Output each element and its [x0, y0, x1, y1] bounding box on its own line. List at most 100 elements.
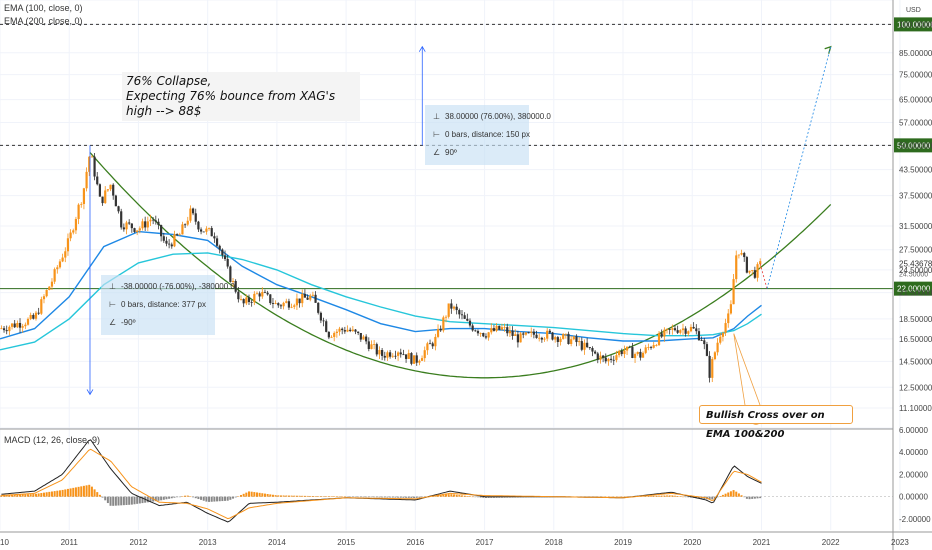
candle-body: [490, 328, 493, 333]
candle-body: [745, 257, 748, 273]
macd-histogram-bar: [458, 495, 461, 497]
macd-tick-label: 2.00000: [899, 470, 928, 479]
candle-body: [564, 333, 567, 335]
candle-body: [649, 347, 653, 348]
macd-histogram-bar: [671, 495, 674, 497]
macd-histogram-bar: [255, 492, 258, 497]
macd-histogram-bar: [133, 496, 136, 505]
candle-body: [346, 329, 349, 332]
candle-body: [98, 184, 101, 197]
candle-body: [612, 359, 615, 361]
candle-body: [599, 355, 602, 360]
macd-histogram-bar: [402, 496, 405, 498]
macd-histogram-bar: [383, 496, 386, 498]
candle-body: [676, 330, 679, 333]
grid: [0, 0, 901, 530]
candle-body: [362, 336, 365, 340]
macd-histogram-bar: [602, 496, 605, 498]
candle-body: [562, 334, 565, 339]
measure-down-angle: -90º: [121, 318, 136, 327]
candle-body: [186, 220, 189, 225]
candle-body: [309, 295, 312, 300]
candle-body: [66, 238, 70, 252]
candle-body: [673, 328, 677, 331]
candle-body: [434, 336, 437, 347]
macd-histogram-bar: [216, 496, 219, 502]
y-tick-label: 31.50000: [899, 222, 932, 231]
candle-body: [154, 220, 157, 222]
tick-labels: 11.10000 12.50000 14.50000 16.50000 18.50000…: [0, 7, 932, 547]
macd-histogram-bar: [210, 496, 213, 502]
macd-histogram-bar: [463, 495, 466, 497]
candle-body: [412, 355, 416, 364]
ema100-line: [0, 230, 762, 342]
candle-body: [474, 330, 477, 332]
macd-histogram-bar: [415, 496, 418, 498]
macd-histogram-bar: [612, 496, 615, 498]
macd-histogram-bar: [479, 496, 482, 498]
annotation-line-2: Expecting 76% bounce from XAG's high -->…: [126, 89, 336, 118]
candle-body: [588, 347, 591, 349]
macd-histogram-bar: [208, 496, 211, 502]
candle-body: [423, 350, 426, 359]
y-tick-label: 57.00000: [899, 118, 932, 127]
candle-body: [333, 332, 336, 337]
candle-body: [165, 240, 168, 244]
legend-macd[interactable]: MACD (12, 26, close, 9): [4, 435, 101, 445]
macd-histogram-bar: [418, 496, 421, 498]
crossover-callout[interactable]: Bullish Cross over on EMA 100&200: [699, 405, 853, 440]
candle-body: [665, 328, 669, 330]
candle-body: [575, 336, 578, 343]
candle-body: [450, 303, 453, 309]
candle-body: [335, 331, 338, 333]
candle-body: [729, 304, 733, 314]
candle-body: [77, 204, 80, 219]
macd-histogram-bar: [311, 496, 314, 497]
macd-histogram-bar: [160, 496, 163, 501]
candle-body: [314, 294, 317, 303]
macd-histogram-bar: [192, 496, 195, 498]
candle-body: [317, 302, 320, 313]
macd-histogram-bar: [474, 496, 477, 498]
macd-histogram-bar: [604, 496, 607, 498]
candle-body: [218, 245, 221, 250]
candle-body: [644, 347, 647, 353]
macd-histogram-bar: [650, 495, 653, 497]
candle-body: [373, 344, 376, 345]
legend-ema200[interactable]: EMA (200, close, 0): [4, 16, 83, 26]
candle-body: [535, 334, 538, 338]
candle-body: [580, 341, 583, 350]
candle-body: [572, 336, 575, 340]
candle-body: [753, 270, 756, 278]
measure-box-up[interactable]: ⊥ 38.00000 (76.00%), 380000.0 ⊢ 0 bars, di…: [425, 105, 551, 165]
macd-histogram-bar: [8, 494, 11, 497]
macd-tick-label: 6.00000: [899, 426, 928, 435]
macd-histogram-bar: [64, 489, 67, 497]
macd-histogram-bar: [751, 496, 754, 499]
candle-body: [194, 213, 197, 222]
measure-arrows: [86, 45, 426, 396]
candle-body: [365, 336, 368, 342]
candle-body: [519, 333, 522, 343]
macd-histogram-bar: [679, 496, 682, 497]
candle-body: [261, 291, 264, 297]
macd-histogram-bar: [453, 494, 456, 497]
macd-histogram-bar: [263, 493, 266, 497]
candle-body: [639, 351, 642, 358]
macd-histogram-bar: [381, 496, 384, 498]
annotation-text[interactable]: 76% Collapse, Expecting 76% bounce from …: [122, 72, 360, 121]
x-tick-label: 2011: [61, 538, 79, 547]
candle-body: [436, 328, 440, 337]
candle-body: [596, 353, 599, 360]
candle-body: [197, 221, 200, 230]
measure-box-down[interactable]: ⊥ -38.00000 (-76.00%), -380000.0 ⊢ 0 bars,…: [101, 275, 235, 335]
candle-body: [383, 355, 386, 358]
macd-histogram-bar: [27, 494, 30, 497]
candle-body: [716, 342, 719, 353]
candle-body: [724, 323, 727, 333]
legend-ema100[interactable]: EMA (100, close, 0): [4, 3, 83, 13]
candle-body: [681, 328, 685, 331]
candle-body: [138, 228, 141, 231]
macd-histogram-bar: [354, 496, 357, 498]
